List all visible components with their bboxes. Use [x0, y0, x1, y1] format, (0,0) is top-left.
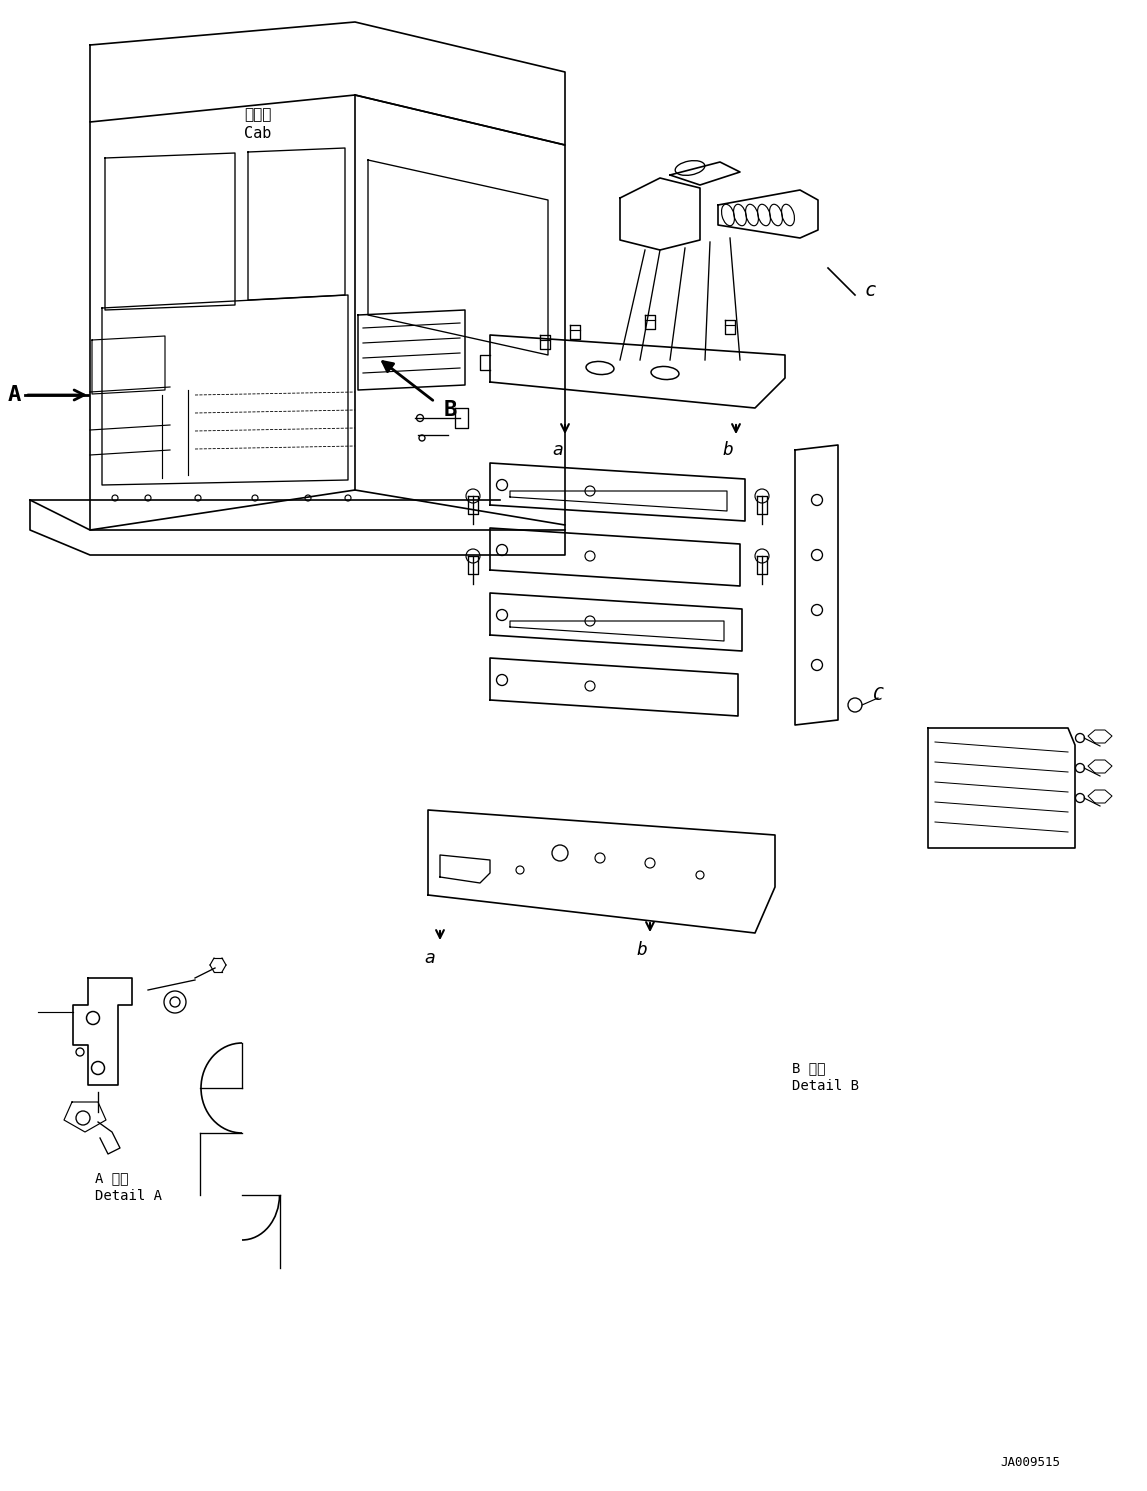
Text: B 詳細: B 詳細	[791, 1062, 826, 1075]
Text: c: c	[864, 280, 876, 300]
Text: b: b	[637, 941, 647, 959]
Text: A: A	[7, 385, 21, 406]
Text: a: a	[553, 441, 563, 459]
Text: a: a	[424, 948, 436, 968]
Text: Cab: Cab	[244, 125, 272, 140]
Text: キャブ: キャブ	[244, 107, 272, 122]
Text: Detail B: Detail B	[791, 1079, 859, 1093]
Text: C: C	[873, 686, 883, 704]
Text: B: B	[443, 400, 457, 420]
Text: b: b	[723, 441, 733, 459]
Text: JA009515: JA009515	[1000, 1455, 1060, 1469]
Text: Detail A: Detail A	[95, 1188, 162, 1203]
Text: A 詳細: A 詳細	[95, 1170, 128, 1185]
